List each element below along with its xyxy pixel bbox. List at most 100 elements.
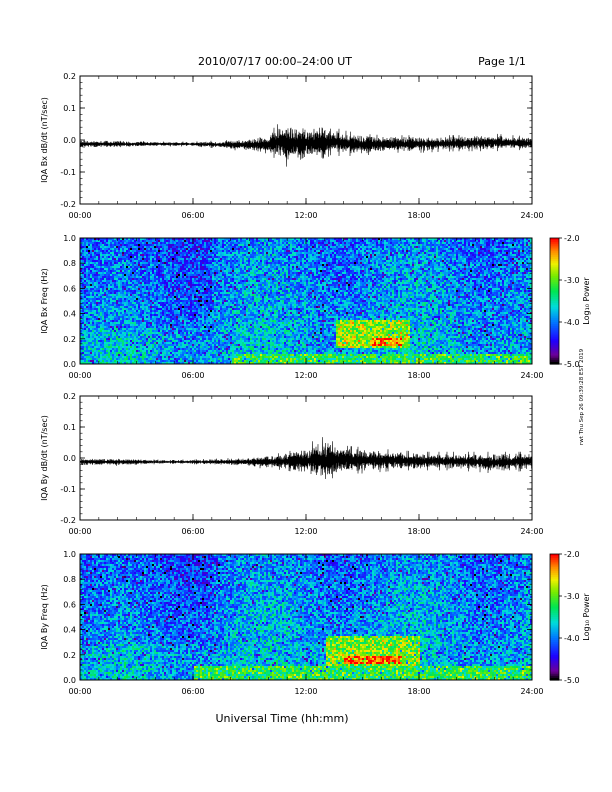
spectrogram-cell: [350, 264, 352, 266]
spectrogram-cell: [260, 256, 262, 258]
spectrogram-cell: [422, 276, 424, 278]
spectrogram-cell: [366, 246, 368, 248]
spectrogram-cell: [378, 244, 380, 246]
spectrogram-cell: [460, 256, 462, 258]
spectrogram-cell: [112, 266, 114, 268]
spectrogram-cell: [244, 264, 246, 266]
spectrogram-cell: [104, 240, 106, 242]
spectrogram-cell: [212, 268, 214, 270]
spectrogram-cell: [418, 266, 420, 268]
spectrogram-cell: [188, 250, 190, 252]
spectrogram-cell: [94, 272, 96, 274]
spectrogram-cell: [112, 258, 114, 260]
spectrogram-cell: [182, 252, 184, 254]
spectrogram-cell: [90, 240, 92, 242]
spectrogram-cell: [84, 278, 86, 280]
spectrogram-cell: [218, 276, 220, 278]
spectrogram-cell: [208, 276, 210, 278]
spectrogram-cell: [234, 272, 236, 274]
spectrogram-cell: [150, 254, 152, 256]
spectrogram-cell: [198, 262, 200, 264]
spectrogram-cell: [298, 278, 300, 280]
spectrogram-cell: [180, 258, 182, 260]
spectrogram-cell: [468, 252, 470, 254]
spectrogram-cell: [158, 272, 160, 274]
spectrogram-cell: [174, 276, 176, 278]
spectrogram-cell: [426, 270, 428, 272]
spectrogram-cell: [496, 242, 498, 244]
spectrogram-cell: [266, 266, 268, 268]
spectrogram-cell: [126, 246, 128, 248]
spectrogram-cell: [108, 268, 110, 270]
spectrogram-cell: [300, 242, 302, 244]
spectrogram-cell: [472, 252, 474, 254]
spectrogram-cell: [172, 280, 174, 282]
spectrogram-cell: [430, 278, 432, 280]
spectrogram-cell: [166, 242, 168, 244]
spectrogram-cell: [298, 266, 300, 268]
spectrogram-cell: [86, 262, 88, 264]
spectrogram-cell: [312, 250, 314, 252]
spectrogram-cell: [376, 264, 378, 266]
spectrogram-cell: [414, 248, 416, 250]
spectrogram-cell: [368, 272, 370, 274]
spectrogram-cell: [170, 266, 172, 268]
spectrogram-cell: [412, 266, 414, 268]
spectrogram-cell: [212, 276, 214, 278]
spectrogram-cell: [510, 248, 512, 250]
spectrogram-cell: [86, 256, 88, 258]
spectrogram-cell: [356, 246, 358, 248]
spectrogram-cell: [482, 274, 484, 276]
spectrogram-cell: [248, 270, 250, 272]
spectrogram-cell: [406, 268, 408, 270]
spectrogram-cell: [364, 256, 366, 258]
spectrogram-cell: [220, 280, 222, 282]
spectrogram-cell: [418, 244, 420, 246]
spectrogram-cell: [346, 250, 348, 252]
spectrogram-cell: [456, 268, 458, 270]
spectrogram-cell: [162, 254, 164, 256]
spectrogram-cell: [460, 250, 462, 252]
spectrogram-cell: [484, 260, 486, 262]
spectrogram-cell: [242, 272, 244, 274]
spectrogram-cell: [222, 262, 224, 264]
spectrogram-cell: [272, 278, 274, 280]
spectrogram-cell: [90, 272, 92, 274]
spectrogram-cell: [224, 274, 226, 276]
spectrogram-cell: [310, 254, 312, 256]
spectrogram-cell: [468, 260, 470, 262]
spectrogram-cell: [504, 260, 506, 262]
spectrogram-cell: [100, 268, 102, 270]
spectrogram-cell: [458, 260, 460, 262]
spectrogram-cell: [504, 252, 506, 254]
spectrogram-cell: [112, 240, 114, 242]
spectrogram-cell: [366, 244, 368, 246]
spectrogram-cell: [438, 248, 440, 250]
spectrogram-cell: [396, 272, 398, 274]
spectrogram-cell: [500, 242, 502, 244]
spectrogram-cell: [258, 278, 260, 280]
spectrogram-cell: [262, 256, 264, 258]
spectrogram-cell: [284, 268, 286, 270]
spectrogram-cell: [176, 260, 178, 262]
spectrogram-cell: [82, 244, 84, 246]
spectrogram-cell: [148, 252, 150, 254]
spectrogram-cell: [434, 260, 436, 262]
spectrogram-cell: [190, 266, 192, 268]
spectrogram-cell: [284, 252, 286, 254]
spectrogram-cell: [342, 278, 344, 280]
spectrogram-cell: [110, 244, 112, 246]
spectrogram-cell: [406, 242, 408, 244]
spectrogram-cell: [228, 274, 230, 276]
spectrogram-cell: [400, 248, 402, 250]
spectrogram-cell: [410, 278, 412, 280]
spectrogram-cell: [480, 250, 482, 252]
spectrogram-cell: [124, 268, 126, 270]
spectrogram-cell: [484, 242, 486, 244]
spectrogram-cell: [424, 250, 426, 252]
spectrogram-cell: [186, 250, 188, 252]
spectrogram-cell: [420, 256, 422, 258]
spectrogram-cell: [480, 264, 482, 266]
spectrogram-cell: [364, 264, 366, 266]
spectrogram-cell: [258, 254, 260, 256]
